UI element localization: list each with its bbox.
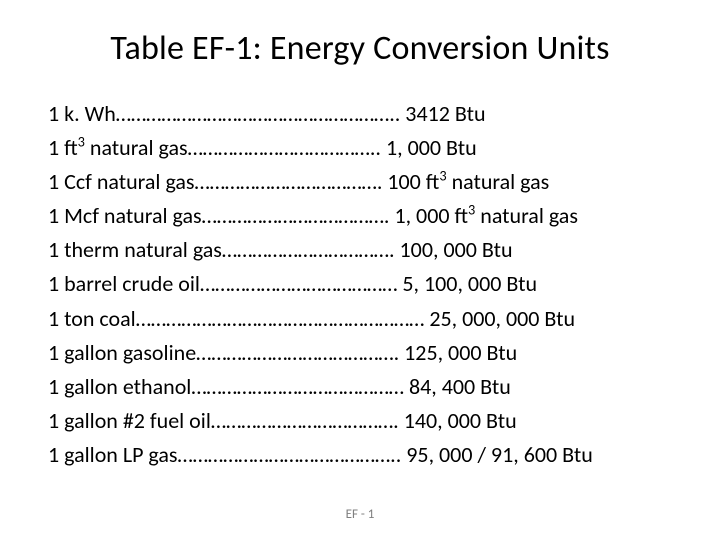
unit-to: 5, 100, 000 Btu <box>402 270 537 297</box>
unit-from: 1 gallon LP gas <box>48 441 178 468</box>
list-item: 1 barrel crude oil………………………………… 5, 100, … <box>48 267 672 301</box>
list-item: 1 therm natural gas……………………………. 100, 000… <box>48 233 672 267</box>
unit-from: 1 therm natural gas <box>48 236 222 263</box>
unit-from: 1 Mcf natural gas <box>48 202 202 229</box>
unit-to: 100, 000 Btu <box>400 236 513 263</box>
page-title: Table EF-1: Energy Conversion Units <box>48 28 672 69</box>
unit-to: 140, 000 Btu <box>404 407 517 434</box>
unit-from: 1 ton coal <box>48 305 136 332</box>
superscript: 3 <box>78 133 85 151</box>
unit-to: 3412 Btu <box>405 100 485 127</box>
conversion-list: 1 k. Wh……………………………………………….. 3412 Btu1 ft… <box>48 97 672 472</box>
unit-to: 1, 000 ft <box>394 202 468 229</box>
unit-to: 25, 000, 000 Btu <box>429 305 575 332</box>
leader-dots: …………………………………. <box>196 339 404 366</box>
unit-from: 1 gallon ethanol <box>48 373 191 400</box>
leader-dots: ……………………………. <box>222 236 400 263</box>
unit-to-suffix: natural gas <box>475 202 578 229</box>
slide: Table EF-1: Energy Conversion Units 1 k.… <box>0 0 720 540</box>
unit-to: 1, 000 Btu <box>386 134 477 161</box>
leader-dots: ………………………………… <box>200 270 402 297</box>
unit-from: 1 gallon #2 fuel oil <box>48 407 211 434</box>
unit-to: 125, 000 Btu <box>404 339 517 366</box>
leader-dots: ………………………………. <box>195 168 388 195</box>
leader-dots: ……………………………….. <box>188 134 386 161</box>
unit-from: 1 barrel crude oil <box>48 270 200 297</box>
unit-to-suffix: natural gas <box>447 168 550 195</box>
leader-dots: ………………………………………………… <box>136 305 430 332</box>
list-item: 1 gallon #2 fuel oil………………………………. 140, 0… <box>48 404 672 438</box>
leader-dots: …………………………………… <box>191 373 409 400</box>
unit-from: 1 gallon gasoline <box>48 339 196 366</box>
unit-to: 100 ft <box>387 168 439 195</box>
superscript: 3 <box>439 167 446 185</box>
list-item: 1 Ccf natural gas………………………………. 100 ft3 n… <box>48 165 672 199</box>
list-item: 1 k. Wh……………………………………………….. 3412 Btu <box>48 97 672 131</box>
list-item: 1 Mcf natural gas………………………………. 1, 000 ft… <box>48 199 672 233</box>
slide-footer: EF - 1 <box>0 507 720 522</box>
unit-from: 1 k. Wh <box>48 100 116 127</box>
list-item: 1 gallon ethanol…………………………………… 84, 400 B… <box>48 370 672 404</box>
leader-dots: ………………………………. <box>211 407 404 434</box>
unit-to: 95, 000 / 91, 600 Btu <box>406 441 593 468</box>
unit-from: 1 Ccf natural gas <box>48 168 195 195</box>
list-item: 1 gallon gasoline…………………………………. 125, 000… <box>48 336 672 370</box>
leader-dots: …………………………………….. <box>178 441 407 468</box>
unit-from-suffix: natural gas <box>85 134 188 161</box>
unit-to: 84, 400 Btu <box>409 373 511 400</box>
leader-dots: ………………………………. <box>202 202 395 229</box>
list-item: 1 gallon LP gas…………………………………….. 95, 000 … <box>48 438 672 472</box>
unit-from: 1 ft <box>48 134 78 161</box>
list-item: 1 ton coal………………………………………………… 25, 000, 0… <box>48 302 672 336</box>
leader-dots: ……………………………………………….. <box>116 100 406 127</box>
list-item: 1 ft3 natural gas……………………………….. 1, 000 B… <box>48 131 672 165</box>
